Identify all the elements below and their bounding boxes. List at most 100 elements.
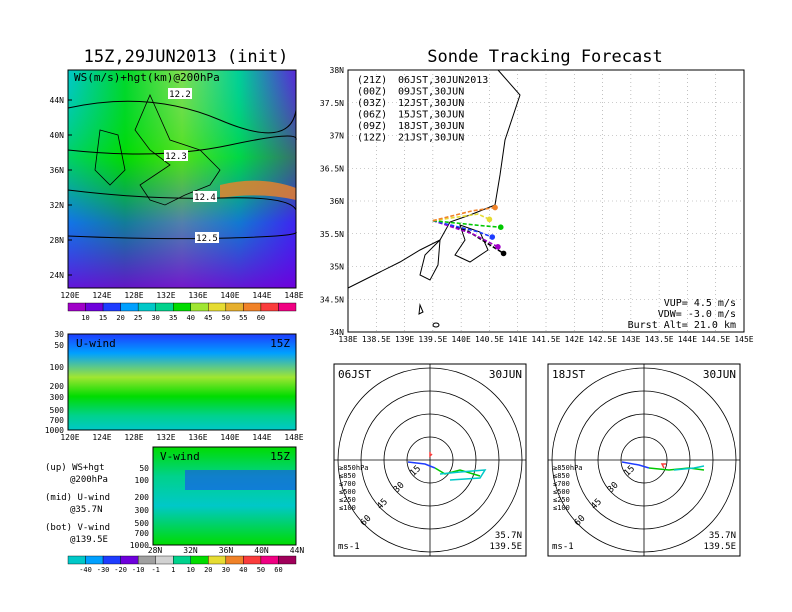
track-legend-code: (06Z) [357,110,387,121]
top-lon-tick: 132E [156,291,175,300]
v-colorbar-label: 20 [204,566,212,574]
honshu-coastline [347,69,521,289]
track-lat-tick: 34N [330,328,345,337]
colorbar-label: 25 [134,314,142,322]
track-lon-tick: 145E [734,335,753,344]
hodograph-level-legend: ≤250 [339,496,356,504]
v-wind-time: 15Z [270,450,290,463]
u-level-tick: 100 [50,363,65,372]
contour-label: 12.2 [169,90,191,100]
track-endpoint [497,224,504,230]
contour-label-box [195,232,219,243]
u-lon-tick: 120E [60,433,79,442]
v-colorbar-label: -1 [151,566,159,574]
hodograph-trace [429,452,433,458]
top-lat-tick: 32N [50,201,65,210]
u-lon-tick: 140E [220,433,239,442]
right-title: Sonde Tracking Forecast [427,47,662,67]
note-line: @200hPa [70,475,108,485]
contour-label: 12.3 [165,152,187,162]
v-lat-tick: 44N [290,546,305,555]
v-colorbar-swatch [208,555,227,565]
u-level-tick: 1000 [45,426,64,435]
top-lon-tick: 120E [60,291,79,300]
track-legend-code: (03Z) [357,98,387,109]
hodograph-unit: ms-1 [552,542,574,552]
track-lon-tick: 138E [338,335,357,344]
top-map-label: WS(m/s)+hgt(km)@200hPa [74,71,220,84]
colorbar-label: 45 [204,314,212,322]
track-legend-code: (21Z) [357,75,387,86]
track-line [432,206,496,222]
u-wind-label: U-wind [76,337,116,350]
hodograph-06jst: 06JST 30JUN35.7N139.5Ems-115304560≥850hPa… [333,363,527,557]
note-line: @35.7N [70,505,103,515]
track-endpoint [489,234,496,240]
v-colorbar-swatch [173,555,191,565]
v-colorbar-swatch [85,555,104,565]
track-legend-code: (09Z) [357,121,387,132]
v-level-tick: 300 [135,506,150,515]
track-line [432,219,501,228]
top-map-panel: WS(m/s)+hgt(km)@200hPa 12.212.312.412.5 … [50,69,304,322]
u-lon-tick: 148E [284,433,303,442]
track-endpoint [492,204,498,211]
u-lon-tick: 128E [124,433,143,442]
colorbar-label: 40 [187,314,195,322]
colorbar-swatch [173,302,191,312]
v-level-tick: 200 [135,493,150,502]
colorbar-swatch [137,302,156,312]
track-lon-tick: 144E [678,335,697,344]
hodograph-time: 18JST [552,368,585,381]
track-lat-tick: 36.5N [320,164,344,173]
v-colorbar-swatch [225,555,244,565]
v-colorbar-swatch [155,555,174,565]
v-colorbar-label: 40 [239,566,247,574]
track-legend-code: (12Z) [357,133,387,144]
hodograph-unit: ms-1 [338,542,360,552]
hodograph-trace [673,465,705,471]
colorbar-swatch [243,302,262,312]
track-lon-tick: 142E [565,335,584,344]
korea-coastline [94,129,126,186]
panel-legend-notes: (up) WS+hgt @200hPa (mid) U-wind @35.7N (bot… [45,463,110,545]
u-lon-tick: 144E [252,433,271,442]
hodograph-lon: 139.5E [489,542,522,552]
track-legend-time: 15JST,30JUN [398,110,464,121]
v-wind-label: V-wind [160,450,200,463]
u-wind-field [68,334,296,430]
track-endpoint [486,216,493,223]
track-lat-tick: 36N [330,197,345,206]
top-lon-tick: 148E [284,291,303,300]
colorbar-label: 55 [239,314,247,322]
track-lon-tick: 141.5E [532,335,561,344]
track-legend-time: 09JST,30JUN [398,87,464,98]
v-level-tick: 100 [135,476,150,485]
hodograph-level-legend: ≤700 [553,480,570,488]
contour-line-2 [67,135,297,155]
contour-label: 12.4 [194,193,216,203]
u-lon-tick: 136E [188,433,207,442]
contour-line-4 [67,231,297,240]
u-level-tick: 300 [50,393,65,402]
hodograph-level-legend: ≤100 [339,504,356,512]
hodograph-level-legend: ≥850hPa [339,464,369,472]
top-lat-tick: 40N [50,131,65,140]
v-colorbar-label: 30 [222,566,230,574]
colorbar-swatch [190,302,209,312]
v-colorbar-label: 50 [257,566,265,574]
track-lat-tick: 35.5N [320,230,344,239]
contour-label-box [164,150,188,161]
track-legend-code: (00Z) [357,87,387,98]
top-lon-tick: 124E [92,291,111,300]
track-lon-tick: 144.5E [701,335,730,344]
hodograph-trace [439,469,487,481]
hodograph-date: 30JUN [489,368,522,381]
v-colorbar-swatch [102,555,121,565]
track-lat-tick: 35N [330,263,345,272]
v-colorbar-swatch [243,555,262,565]
hodograph-level-legend: ≤700 [339,480,356,488]
